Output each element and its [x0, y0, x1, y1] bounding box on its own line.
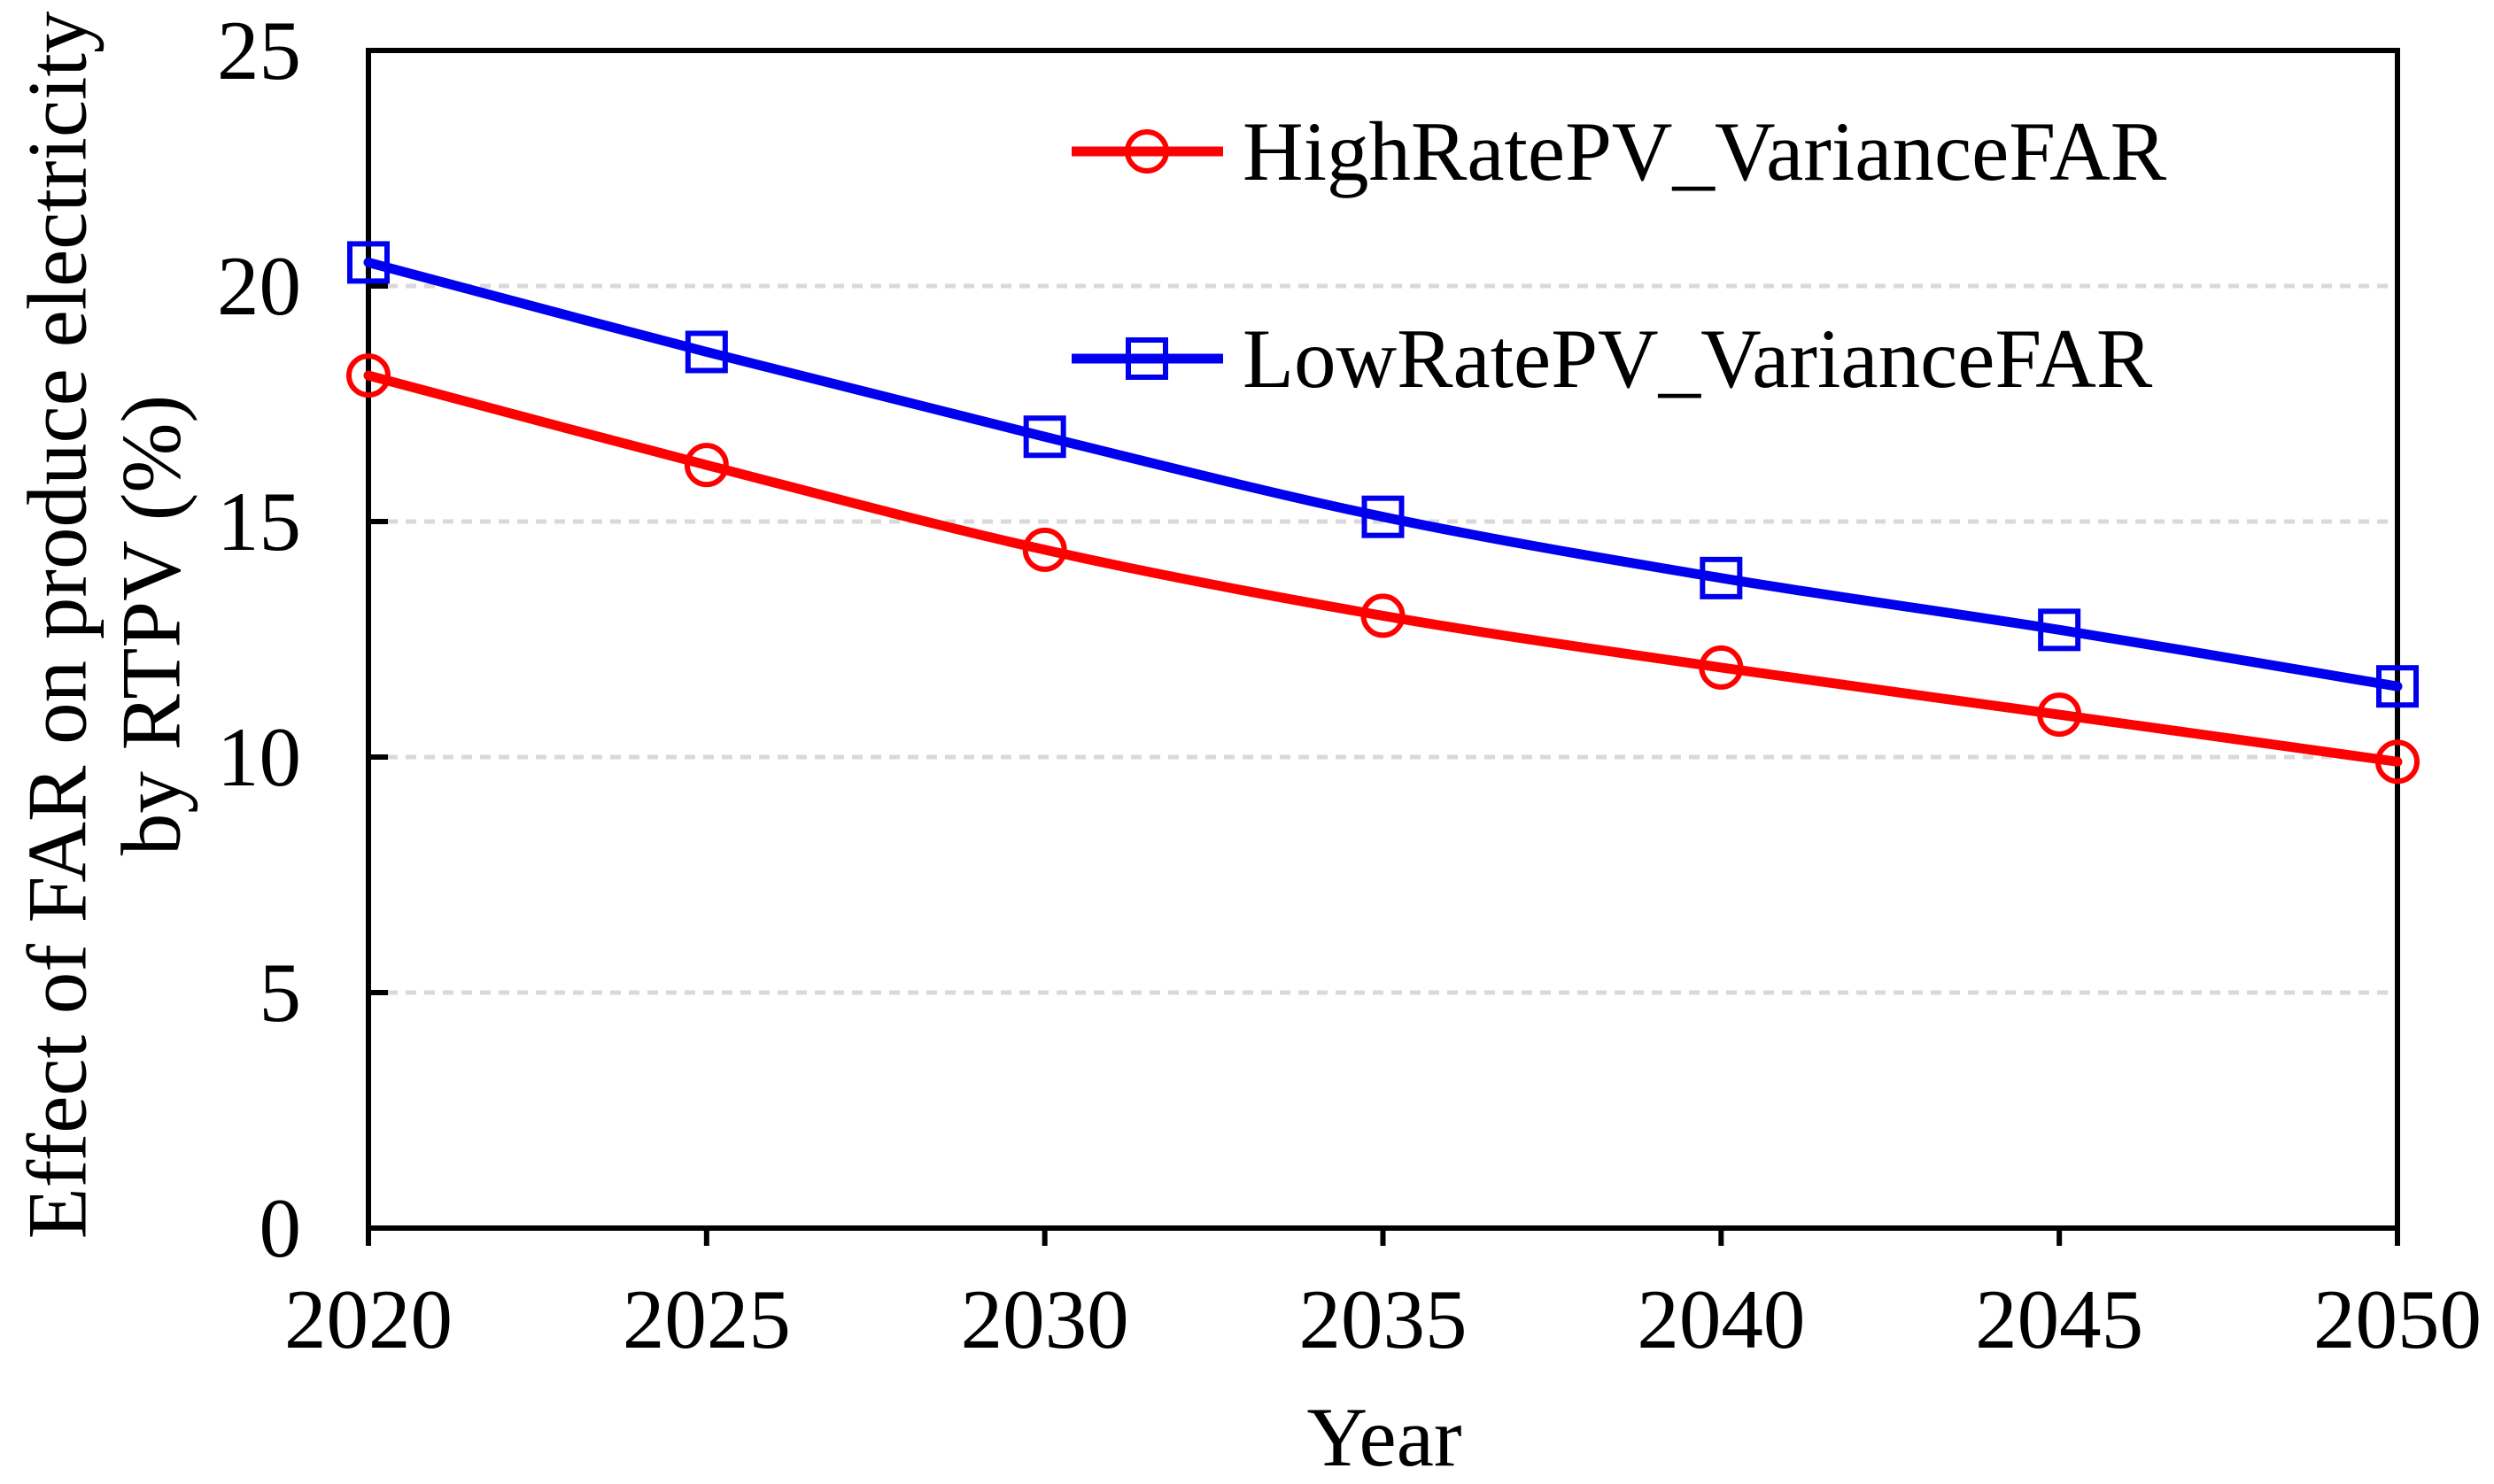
legend-label-lowratepv: LowRatePV_VarianceFAR — [1243, 312, 2153, 406]
data-point-lowratepv_variancefar-2045 — [2038, 608, 2081, 652]
data-point-highratepv_variancefar-2030 — [1022, 527, 1067, 572]
y-tick-label-10: 10 — [217, 710, 301, 804]
y-tick-label-0: 0 — [259, 1181, 302, 1275]
y-axis-title-line1: Effect of FAR on produce electricity — [10, 11, 105, 1240]
y-tick-label-5: 5 — [259, 946, 302, 1040]
legend-circle-marker-icon — [1125, 129, 1169, 174]
y-tick-label-15: 15 — [217, 475, 301, 568]
x-tick-label-2035: 2035 — [1299, 1272, 1468, 1366]
data-point-highratepv_variancefar-2020 — [346, 353, 391, 398]
series-line-highratepv_variancefar — [363, 370, 2403, 767]
data-point-highratepv_variancefar-2040 — [1699, 645, 1744, 690]
legend-swatch-blue-square — [1072, 337, 1223, 380]
x-axis-title: Year — [1306, 1390, 1462, 1484]
x-tick-label-2045: 2045 — [1975, 1272, 2143, 1366]
data-point-lowratepv_variancefar-2020 — [347, 241, 390, 284]
data-point-lowratepv_variancefar-2030 — [1023, 415, 1066, 459]
data-point-highratepv_variancefar-2045 — [2037, 692, 2082, 738]
x-tick-label-2030: 2030 — [961, 1272, 1129, 1366]
data-point-highratepv_variancefar-2050 — [2375, 739, 2420, 785]
data-point-highratepv_variancefar-2025 — [684, 443, 729, 488]
series-line-lowratepv_variancefar — [363, 257, 2403, 692]
y-tick-label-25: 25 — [217, 4, 301, 97]
legend-swatch-red-circle — [1072, 129, 1223, 174]
x-tick-label-2050: 2050 — [2313, 1272, 2482, 1366]
data-point-lowratepv_variancefar-2050 — [2376, 665, 2419, 708]
data-point-highratepv_variancefar-2035 — [1360, 593, 1406, 638]
legend-entry-lowratepv: LowRatePV_VarianceFAR — [1070, 308, 2152, 409]
x-tick-label-2025: 2025 — [623, 1272, 791, 1366]
x-tick-label-2020: 2020 — [284, 1272, 453, 1366]
legend-square-marker-icon — [1126, 337, 1168, 380]
y-axis-title: Effect of FAR on produce electricity by … — [11, 12, 199, 1240]
legend-entry-highratepv: HighRatePV_VarianceFAR — [1070, 101, 2166, 202]
data-point-lowratepv_variancefar-2035 — [1361, 495, 1405, 538]
y-axis-title-line2: by RTPV (%) — [105, 394, 198, 856]
x-tick-label-2040: 2040 — [1637, 1272, 1805, 1366]
y-tick-label-20: 20 — [217, 239, 301, 333]
data-point-lowratepv_variancefar-2025 — [685, 330, 728, 374]
legend-label-highratepv: HighRatePV_VarianceFAR — [1243, 104, 2167, 198]
data-point-lowratepv_variancefar-2040 — [1700, 556, 1743, 599]
